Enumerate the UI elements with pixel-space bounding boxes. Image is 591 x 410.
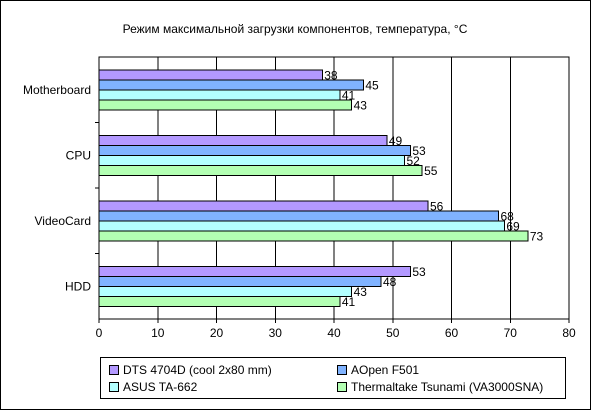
data-label-hdd-1: 48 [383, 275, 397, 289]
data-label-videocard-3: 73 [530, 229, 544, 243]
bar-cpu-3 [98, 164, 423, 176]
category-label-hdd: HDD [65, 279, 91, 293]
legend-label-asus: ASUS TA-662 [123, 380, 198, 394]
x-tick-label-40: 40 [327, 326, 341, 340]
legend-swatch-thermaltake [337, 381, 347, 392]
legend: DTS 4704D (cool 2x80 mm) AOpen F501 ASUS… [100, 357, 566, 399]
bar-motherboard-3 [98, 99, 353, 111]
x-tick-label-0: 0 [96, 326, 103, 340]
data-label-motherboard-0: 38 [324, 68, 338, 82]
legend-label-aopen: AOpen F501 [351, 363, 420, 377]
x-tick-label-70: 70 [504, 326, 518, 340]
x-tick-label-30: 30 [269, 326, 283, 340]
bar-cpu-1 [98, 144, 411, 156]
chart-title: Режим максимальной загрузки компонентов,… [123, 22, 468, 36]
data-label-cpu-1: 53 [412, 144, 426, 158]
bar-motherboard-2 [98, 89, 341, 101]
bar-hdd-3 [98, 295, 341, 307]
bar-videocard-1 [98, 210, 499, 222]
data-label-hdd-2: 43 [354, 285, 368, 299]
x-tick-label-60: 60 [445, 326, 459, 340]
x-tick-label-20: 20 [210, 326, 224, 340]
legend-item-thermaltake: Thermaltake Tsunami (VA3000SNA) [337, 379, 543, 395]
bar-videocard-2 [98, 220, 505, 232]
legend-swatch-asus [109, 381, 119, 392]
data-label-hdd-0: 53 [412, 265, 426, 279]
data-label-videocard-1: 68 [501, 209, 515, 223]
data-label-hdd-3: 41 [342, 295, 356, 309]
bar-hdd-1 [98, 275, 382, 287]
data-label-motherboard-2: 41 [342, 88, 356, 102]
x-tick-label-80: 80 [562, 326, 576, 340]
data-label-cpu-2: 52 [407, 154, 421, 168]
data-label-motherboard-1: 45 [365, 78, 379, 92]
data-label-videocard-0: 56 [430, 199, 444, 213]
legend-item-asus: ASUS TA-662 [109, 379, 197, 395]
legend-swatch-aopen [337, 364, 347, 375]
legend-swatch-dts [109, 364, 119, 375]
data-label-videocard-2: 69 [506, 219, 520, 233]
bar-motherboard-1 [98, 79, 364, 91]
bar-cpu-0 [98, 134, 388, 146]
category-label-cpu: CPU [66, 148, 91, 162]
bar-hdd-0 [98, 265, 411, 277]
legend-item-dts: DTS 4704D (cool 2x80 mm) [109, 362, 272, 378]
legend-label-thermaltake: Thermaltake Tsunami (VA3000SNA) [351, 380, 544, 394]
bar-hdd-2 [98, 285, 353, 297]
bar-videocard-0 [98, 200, 429, 212]
bar-motherboard-0 [98, 69, 323, 81]
x-tick-label-10: 10 [151, 326, 165, 340]
data-label-cpu-0: 49 [389, 134, 403, 148]
bar-videocard-3 [98, 230, 529, 242]
category-label-videocard: VideoCard [35, 214, 91, 228]
legend-label-dts: DTS 4704D (cool 2x80 mm) [123, 363, 272, 377]
legend-item-aopen: AOpen F501 [337, 362, 419, 378]
bar-cpu-2 [98, 154, 405, 166]
x-tick-label-50: 50 [386, 326, 400, 340]
category-label-motherboard: Motherboard [23, 83, 91, 97]
data-label-motherboard-3: 43 [354, 98, 368, 112]
data-label-cpu-3: 55 [424, 164, 438, 178]
